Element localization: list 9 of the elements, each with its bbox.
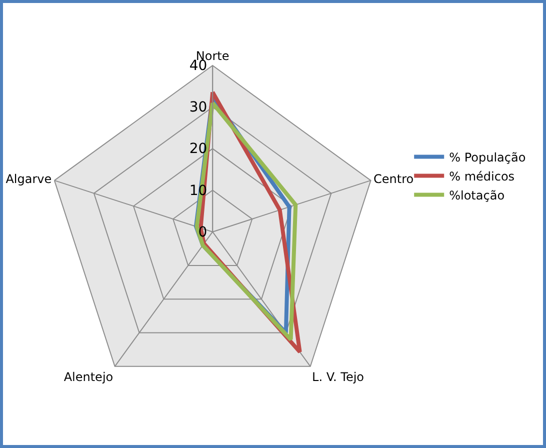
legend-label: %lotação	[449, 188, 505, 202]
spoke-label: Algarve	[6, 172, 52, 186]
y-tick-label: 30	[189, 100, 208, 116]
legend-label: % População	[449, 150, 526, 164]
spoke-label: L. V. Tejo	[312, 370, 364, 384]
y-tick-label: 0	[198, 224, 208, 240]
spoke-label: Centro	[374, 172, 414, 186]
spoke-label: Alentejo	[64, 370, 114, 384]
legend-label: % médicos	[449, 169, 515, 184]
